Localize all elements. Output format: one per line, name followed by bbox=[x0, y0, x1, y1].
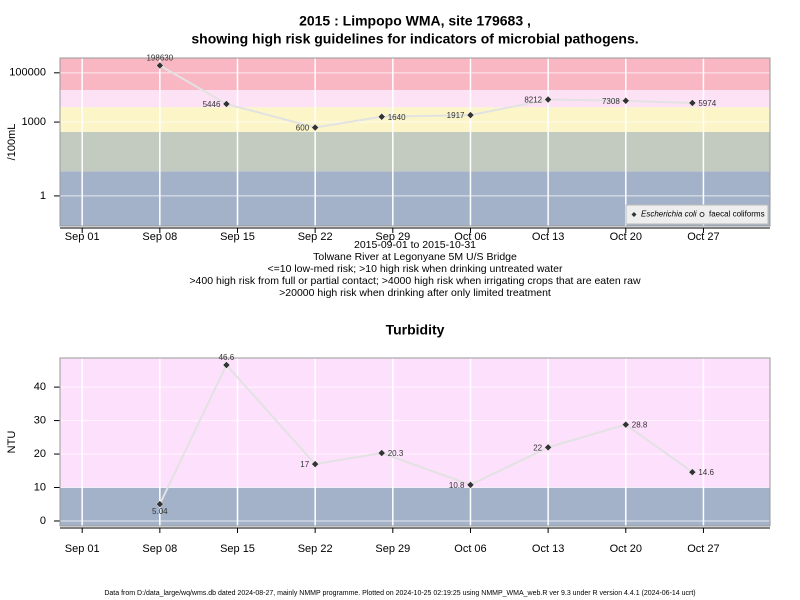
legend-symbol bbox=[631, 212, 637, 217]
x-tick-label: Sep 29 bbox=[375, 543, 410, 555]
y-tick-label: 1 bbox=[40, 190, 46, 202]
data-point bbox=[155, 61, 164, 70]
chart-title: showing high risk guidelines for indicat… bbox=[191, 31, 638, 47]
note: <=10 low-med risk; >10 high risk when dr… bbox=[267, 263, 563, 275]
x-tick-label: Oct 20 bbox=[610, 231, 642, 243]
data-label: 8212 bbox=[524, 96, 542, 105]
data-label: 198630 bbox=[146, 54, 173, 63]
data-label: 1917 bbox=[447, 111, 465, 120]
data-label: 28.8 bbox=[632, 421, 648, 430]
risk-band bbox=[60, 487, 770, 526]
y-tick-label: 0 bbox=[40, 515, 46, 527]
risk-band bbox=[60, 58, 770, 91]
data-point bbox=[311, 123, 320, 132]
data-point bbox=[621, 96, 630, 105]
note: Tolwane River at Legonyane 5M U/S Bridge bbox=[313, 251, 517, 263]
y-tick-label: 40 bbox=[34, 381, 46, 393]
x-tick-label: Oct 06 bbox=[454, 231, 486, 243]
risk-band bbox=[60, 358, 770, 488]
y-tick-label: 10 bbox=[34, 481, 46, 493]
data-label: 600 bbox=[296, 124, 310, 133]
series-line bbox=[158, 363, 693, 505]
x-tick-label: Sep 22 bbox=[298, 231, 333, 243]
data-label: 20.3 bbox=[388, 449, 404, 458]
data-label: 5446 bbox=[203, 100, 221, 109]
risk-band bbox=[60, 107, 770, 132]
data-point bbox=[688, 468, 697, 476]
data-label: 46.6 bbox=[219, 353, 235, 362]
x-tick-label: Oct 13 bbox=[532, 231, 564, 243]
plot-frame bbox=[59, 57, 771, 227]
data-point bbox=[621, 420, 630, 429]
x-tick-label: Oct 27 bbox=[687, 231, 719, 243]
data-label: 17 bbox=[300, 460, 309, 469]
footer: Data from D:/data_large/wq/wms.db dated … bbox=[104, 590, 695, 597]
data-label: 5974 bbox=[698, 99, 716, 108]
y-tick-label: 100000 bbox=[9, 67, 46, 79]
note: >400 high risk from full or partial cont… bbox=[189, 275, 641, 287]
data-point bbox=[377, 112, 386, 121]
x-tick-label: Sep 01 bbox=[65, 543, 100, 555]
data-label: 10.8 bbox=[449, 481, 465, 490]
legend-label: faecal coliforms bbox=[709, 210, 765, 219]
x-tick-label: Oct 13 bbox=[532, 543, 564, 555]
note: 2015-09-01 to 2015-10-31 bbox=[354, 239, 476, 251]
x-tick-label: Oct 06 bbox=[454, 543, 486, 555]
data-point bbox=[155, 500, 164, 508]
data-label: 7308 bbox=[602, 97, 620, 106]
data-point bbox=[377, 449, 386, 457]
legend-symbol bbox=[699, 212, 705, 217]
y-axis-label: /100mL bbox=[6, 124, 18, 161]
data-point bbox=[544, 95, 552, 104]
x-tick-label: Sep 29 bbox=[375, 231, 410, 243]
data-point bbox=[222, 361, 231, 369]
y-tick-label: 20 bbox=[34, 448, 46, 460]
series-line bbox=[159, 64, 693, 129]
x-tick-label: Sep 15 bbox=[220, 231, 255, 243]
x-tick-label: Oct 27 bbox=[687, 543, 719, 555]
data-label: 5.04 bbox=[152, 507, 168, 516]
x-tick-label: Oct 20 bbox=[610, 543, 642, 555]
x-tick-label: Sep 15 bbox=[220, 543, 255, 555]
y-tick-label: 30 bbox=[34, 414, 46, 426]
data-label: 1640 bbox=[388, 113, 406, 122]
data-point bbox=[544, 443, 552, 452]
note: >20000 high risk when drinking after onl… bbox=[279, 287, 551, 299]
chart-title: Turbidity bbox=[386, 322, 445, 338]
risk-band bbox=[60, 90, 770, 108]
data-point bbox=[311, 460, 320, 468]
plot-frame bbox=[59, 357, 771, 527]
risk-band bbox=[60, 131, 770, 172]
y-tick-label: 1000 bbox=[22, 116, 46, 128]
x-tick-label: Sep 22 bbox=[298, 543, 333, 555]
data-point bbox=[466, 480, 475, 489]
chart-title: 2015 : Limpopo WMA, site 179683 , bbox=[299, 13, 531, 29]
data-point bbox=[222, 100, 231, 108]
data-label: 22 bbox=[533, 443, 542, 452]
y-axis-label: NTU bbox=[6, 431, 18, 454]
data-point bbox=[688, 99, 697, 107]
data-label: 14.6 bbox=[698, 468, 714, 477]
x-tick-label: Sep 08 bbox=[142, 543, 177, 555]
x-tick-label: Sep 01 bbox=[65, 231, 100, 243]
x-tick-label: Sep 08 bbox=[142, 231, 177, 243]
data-point bbox=[466, 111, 475, 119]
legend-box bbox=[625, 204, 769, 225]
legend-label: Escherichia coli bbox=[641, 210, 697, 219]
